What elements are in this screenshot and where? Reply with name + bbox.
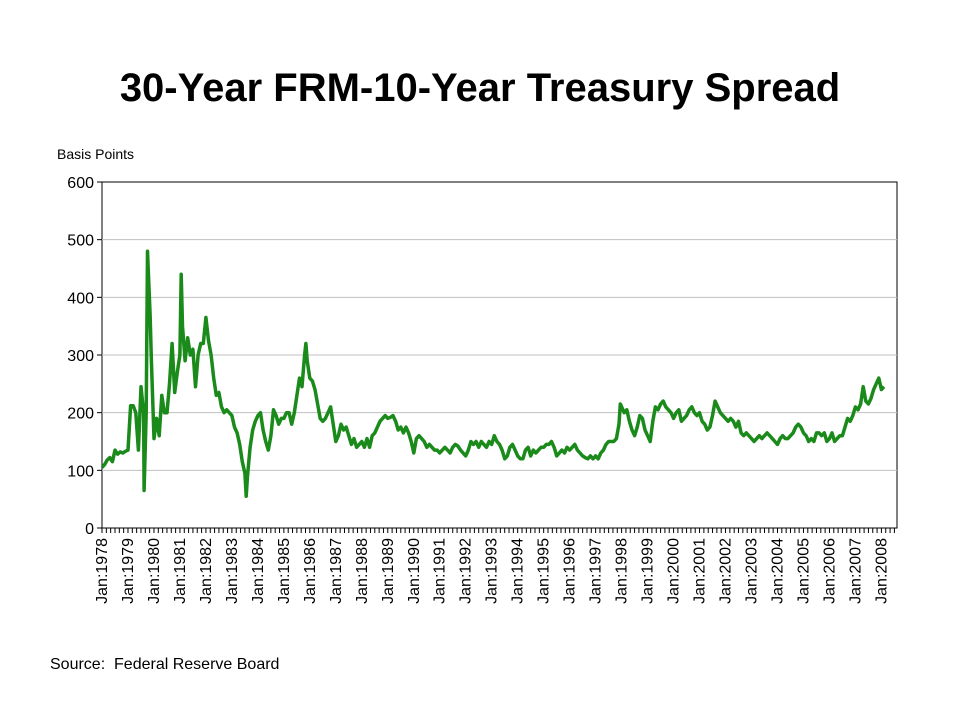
x-tick-label: Jan:1991 [432,538,449,604]
x-tick-label: Jan:1996 [562,538,579,604]
x-tick-label: Jan:2002 [718,538,735,604]
x-axis: Jan:1978 Jan:1979 Jan:1980 Jan:1981 Jan:1982… [94,528,895,604]
x-tick-label: Jan:1992 [458,538,475,604]
y-axis-label: Basis Points [57,146,135,162]
y-tick-label: 100 [67,463,94,480]
x-tick-label: Jan:1998 [614,538,631,604]
x-tick-label: Jan:1995 [536,538,553,604]
y-tick-label: 400 [67,290,94,307]
x-tick-label: Jan:2006 [821,538,838,604]
series-line [100,249,886,499]
x-tick-label: Jan:2003 [744,538,761,604]
y-tick-label: 300 [67,348,94,365]
x-tick-label: Jan:1988 [354,538,371,604]
x-tick-label: Jan:1997 [588,538,605,604]
x-tick-label: Jan:1980 [146,538,163,604]
gridlines [102,239,897,471]
x-tick-label: Jan:2000 [666,538,683,604]
x-tick-label: Jan:1982 [198,538,215,604]
x-tick-label: Jan:1994 [510,538,527,604]
x-tick-label: Jan:1987 [328,538,345,604]
x-tick-label: Jan:2008 [873,538,890,604]
x-tick-label: Jan:1986 [302,538,319,604]
x-tick-label: Jan:1989 [380,538,397,604]
x-tick-label: Jan:2001 [692,538,709,604]
y-tick-label: 500 [67,233,94,250]
x-tick-label: Jan:2004 [769,538,786,604]
x-tick-label: Jan:1984 [250,538,267,604]
series-group [100,249,886,499]
x-tick-label: Jan:1999 [640,538,657,604]
y-tick-label: 600 [67,175,94,192]
x-tick-label: Jan:1993 [484,538,501,604]
x-tick-label: Jan:1981 [172,538,189,604]
x-tick-label: Jan:1979 [120,538,137,604]
y-axis: 0 100 200 300 400 500 600 [67,175,102,538]
chart-title: 30-Year FRM-10-Year Treasury Spread [119,66,841,110]
y-tick-label: 200 [67,406,94,423]
y-tick-label: 0 [85,521,94,538]
x-tick-label: Jan:2007 [847,538,864,604]
x-tick-label: Jan:1978 [94,538,111,604]
x-tick-label: Jan:1983 [224,538,241,604]
x-tick-label: Jan:1985 [276,538,293,604]
x-tick-label: Jan:2005 [795,538,812,604]
source-note: Source: Federal Reserve Board [50,656,280,673]
x-tick-label: Jan:1990 [406,538,423,604]
